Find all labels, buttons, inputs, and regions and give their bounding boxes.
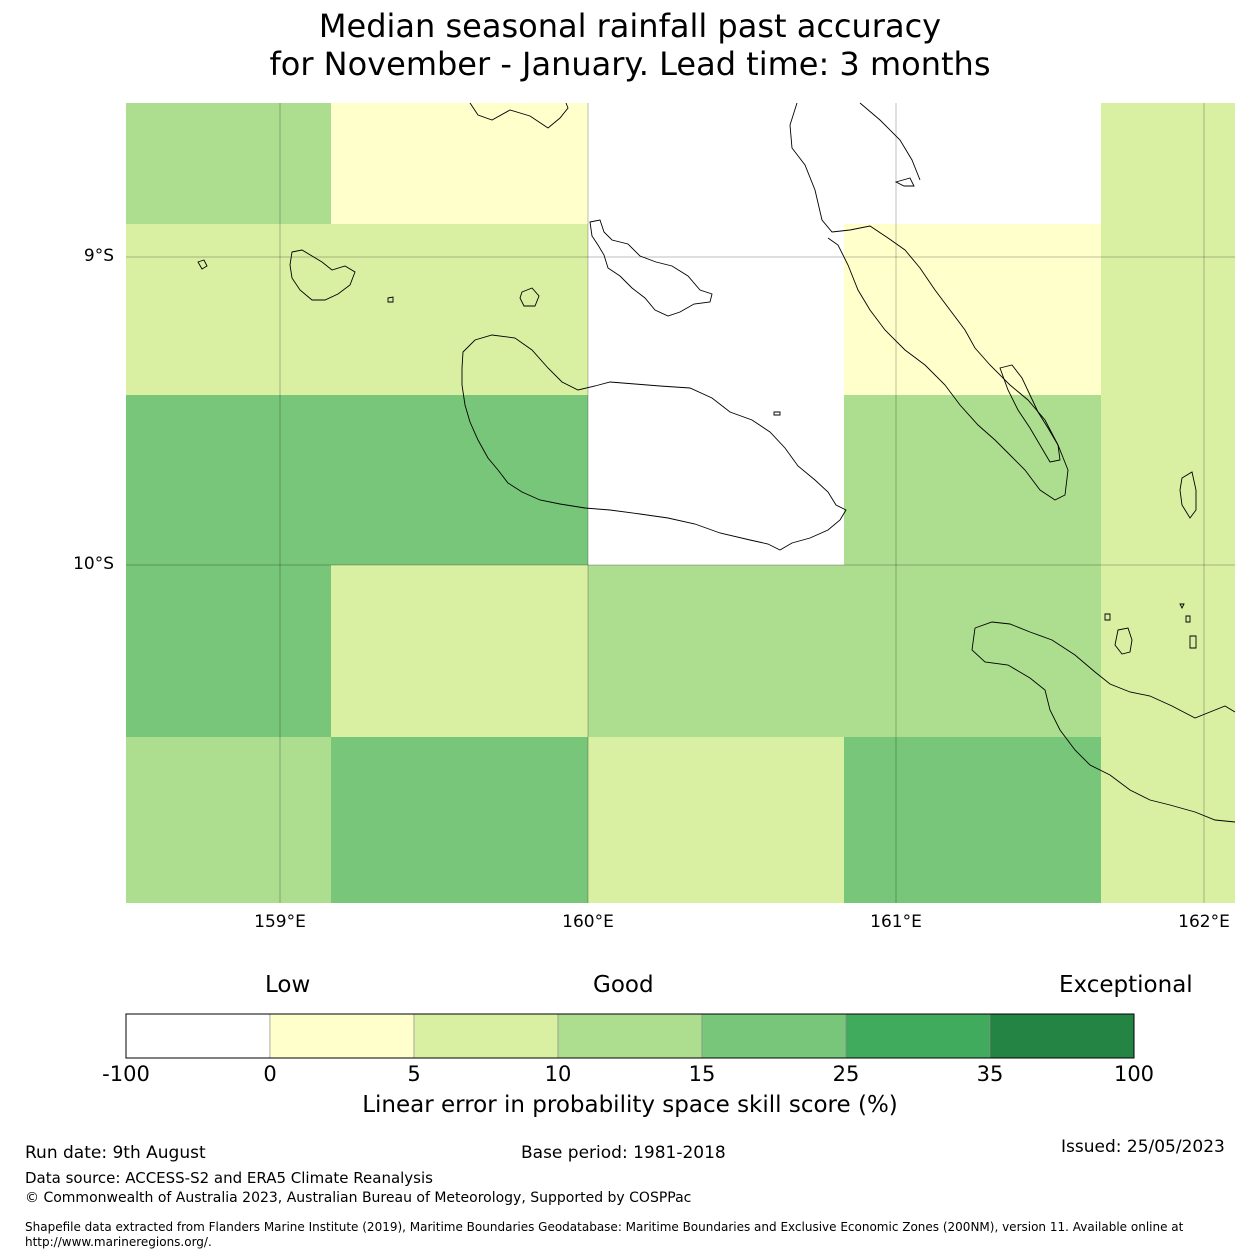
coastline-makira-south [971, 627, 1236, 823]
coastline-guadalcanal [461, 334, 847, 551]
coastline-makira [974, 621, 1236, 719]
colorbar-tick: -100 [102, 1062, 150, 1086]
legend-category-good: Good [593, 972, 654, 998]
colorbar-outline [125, 1013, 1135, 1059]
colorbar-segment [269, 1013, 415, 1059]
coastline-ugi [1114, 627, 1133, 655]
data-source: Data source: ACCESS-S2 and ERA5 Climate … [25, 1169, 433, 1187]
colorbar-tick: 15 [688, 1062, 716, 1086]
colorbar-tick: 5 [407, 1062, 421, 1086]
lon-label-161e: 161°E [870, 912, 922, 932]
map-title-line1: Median seasonal rainfall past accuracy [318, 7, 942, 45]
coastline-small-island [1179, 603, 1185, 610]
copyright: © Commonwealth of Australia 2023, Austra… [25, 1190, 692, 1206]
grid-cell [331, 395, 588, 565]
colorbar-segment [989, 1013, 1135, 1059]
grid-cell [1101, 565, 1235, 737]
colorbar-tick: 25 [832, 1062, 860, 1086]
legend-category-exceptional: Exceptional [1059, 972, 1193, 998]
colorbar-tick: 100 [1113, 1062, 1155, 1086]
grid-cell [844, 737, 1101, 903]
legend-category-low: Low [265, 972, 311, 998]
coastline-malaita [789, 102, 1069, 501]
coastline-santa-isabel [469, 102, 569, 129]
coastline-ulawa [1179, 471, 1197, 519]
grid-cell [1101, 737, 1235, 903]
coastline-islet [894, 177, 915, 187]
coastline-small-island [387, 296, 394, 303]
lat-label-9s: 9°S [83, 246, 114, 266]
colorbar-segment [413, 1013, 559, 1059]
lat-label-10s: 10°S [73, 554, 114, 574]
grid-cell [126, 737, 331, 903]
map-title-line2: for November - January. Lead time: 3 mon… [269, 45, 991, 83]
coastlines [197, 102, 1236, 823]
grid-cells [126, 103, 1235, 903]
issued-date: Issued: 25/05/2023 [1061, 1137, 1225, 1157]
grid-cell [126, 103, 331, 224]
grid-cell [126, 565, 331, 737]
run-date: Run date: 9th August [25, 1143, 206, 1163]
colorbar-segment [701, 1013, 847, 1059]
colorbar-tick: 0 [263, 1062, 277, 1086]
grid-cell [126, 395, 331, 565]
colorbar [125, 1013, 1135, 1059]
grid-cell [1101, 103, 1235, 224]
grid-cell [588, 395, 844, 565]
coastline-small-island [1104, 613, 1111, 621]
coastline-savo [519, 287, 540, 307]
grid-cell [588, 224, 844, 395]
colorbar-segment [557, 1013, 703, 1059]
grid-cell [844, 224, 1101, 395]
grid-cell [126, 224, 331, 395]
coastline-south-malaita [999, 364, 1061, 463]
grid-cell [588, 737, 844, 903]
base-period: Base period: 1981-2018 [521, 1143, 726, 1163]
gridlines [126, 103, 1235, 903]
grid-cell [1101, 224, 1235, 395]
grid-cell [588, 103, 844, 224]
colorbar-tick: 10 [544, 1062, 572, 1086]
coastline-small-island [197, 259, 208, 270]
grid-cell [331, 103, 588, 224]
grid-cell [331, 737, 588, 903]
lon-label-162e: 162°E [1178, 912, 1230, 932]
grid-cell [331, 224, 588, 395]
coastline-small-island [1189, 635, 1197, 649]
grid-cell [844, 103, 1101, 224]
coastline-small-island [773, 411, 781, 416]
colorbar-segment [125, 1013, 271, 1059]
coastline-russell-islands [289, 249, 356, 301]
grid-cell [1101, 395, 1235, 565]
lon-label-159e: 159°E [254, 912, 306, 932]
grid-cell [844, 395, 1101, 565]
colorbar-title: Linear error in probability space skill … [362, 1092, 898, 1118]
shapefile-credit: Shapefile data extracted from Flanders M… [25, 1220, 1184, 1249]
coastline-malaita-east [859, 102, 921, 181]
colorbar-segment [845, 1013, 991, 1059]
grid-cell [588, 565, 844, 737]
grid-cell [331, 565, 588, 737]
lon-label-160e: 160°E [562, 912, 614, 932]
coastline-small-island [1185, 615, 1191, 623]
coastline-florida-islands [589, 219, 713, 317]
colorbar-tick: 35 [976, 1062, 1004, 1086]
